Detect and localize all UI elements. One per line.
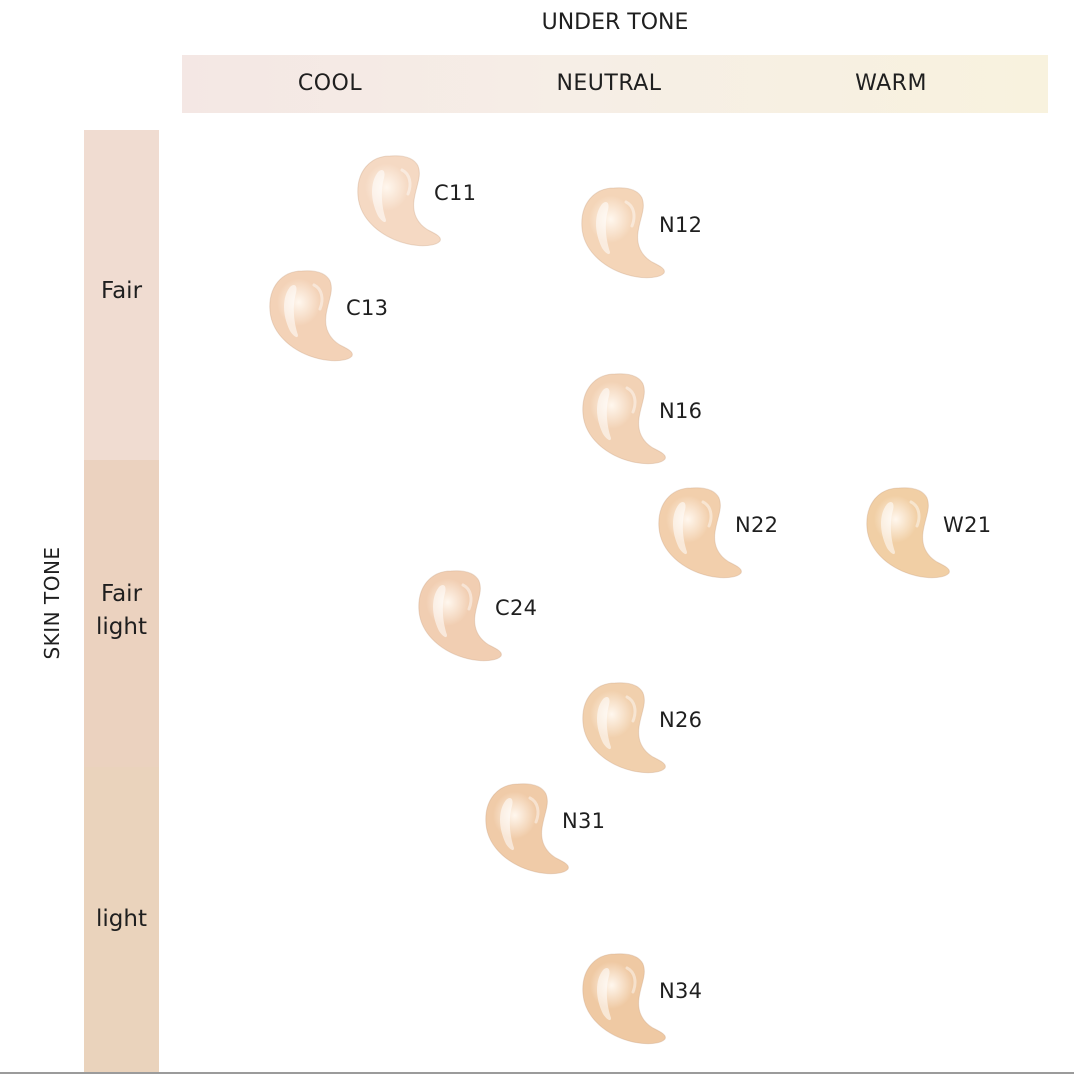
skin-band-fair-light: Fair light xyxy=(84,460,159,767)
skin-label-fair-light: Fair light xyxy=(96,581,147,640)
undertone-cool-label: COOL xyxy=(297,71,363,96)
shade-label-n22: N22 xyxy=(735,513,779,537)
bottom-divider xyxy=(0,1072,1074,1074)
foundation-swatch-icon xyxy=(582,682,666,774)
foundation-swatch-icon xyxy=(485,783,569,875)
swatch-n16 xyxy=(577,368,667,468)
swatch-n22 xyxy=(653,482,743,582)
skin-band-light: light xyxy=(84,767,159,1074)
shade-label-c24: C24 xyxy=(495,596,538,620)
swatch-c13 xyxy=(264,265,354,365)
undertone-band: COOL NEUTRAL WARM xyxy=(182,55,1048,113)
foundation-swatch-icon xyxy=(582,373,666,465)
swatch-n31 xyxy=(480,778,570,878)
shade-label-n31: N31 xyxy=(562,809,606,833)
foundation-swatch-icon xyxy=(658,487,742,579)
shade-label-w21: W21 xyxy=(943,513,992,537)
swatch-c11 xyxy=(352,150,442,250)
shade-label-n26: N26 xyxy=(659,708,703,732)
swatch-n26 xyxy=(577,677,667,777)
skin-label-light: light xyxy=(96,906,147,932)
swatch-c24 xyxy=(413,565,503,665)
foundation-swatch-icon xyxy=(581,187,665,279)
swatch-w21 xyxy=(861,482,951,582)
undertone-warm-label: WARM xyxy=(855,71,927,96)
undertone-neutral-label: NEUTRAL xyxy=(556,71,662,96)
foundation-swatch-icon xyxy=(269,270,353,362)
shade-label-c13: C13 xyxy=(346,296,389,320)
shade-label-n34: N34 xyxy=(659,979,703,1003)
skin-label-fair: Fair xyxy=(100,278,143,304)
swatch-n34 xyxy=(577,948,667,1048)
skin-band-fair: Fair xyxy=(84,130,159,460)
skin-tone-title: SKIN TONE xyxy=(40,546,64,660)
undertone-title: UNDER TONE xyxy=(541,10,689,35)
foundation-swatch-icon xyxy=(866,487,950,579)
swatch-n12 xyxy=(576,182,666,282)
foundation-swatch-icon xyxy=(357,155,441,247)
shade-label-n16: N16 xyxy=(659,399,703,423)
shade-label-n12: N12 xyxy=(659,213,703,237)
shade-label-c11: C11 xyxy=(434,181,477,205)
foundation-swatch-icon xyxy=(418,570,502,662)
foundation-swatch-icon xyxy=(582,953,666,1045)
